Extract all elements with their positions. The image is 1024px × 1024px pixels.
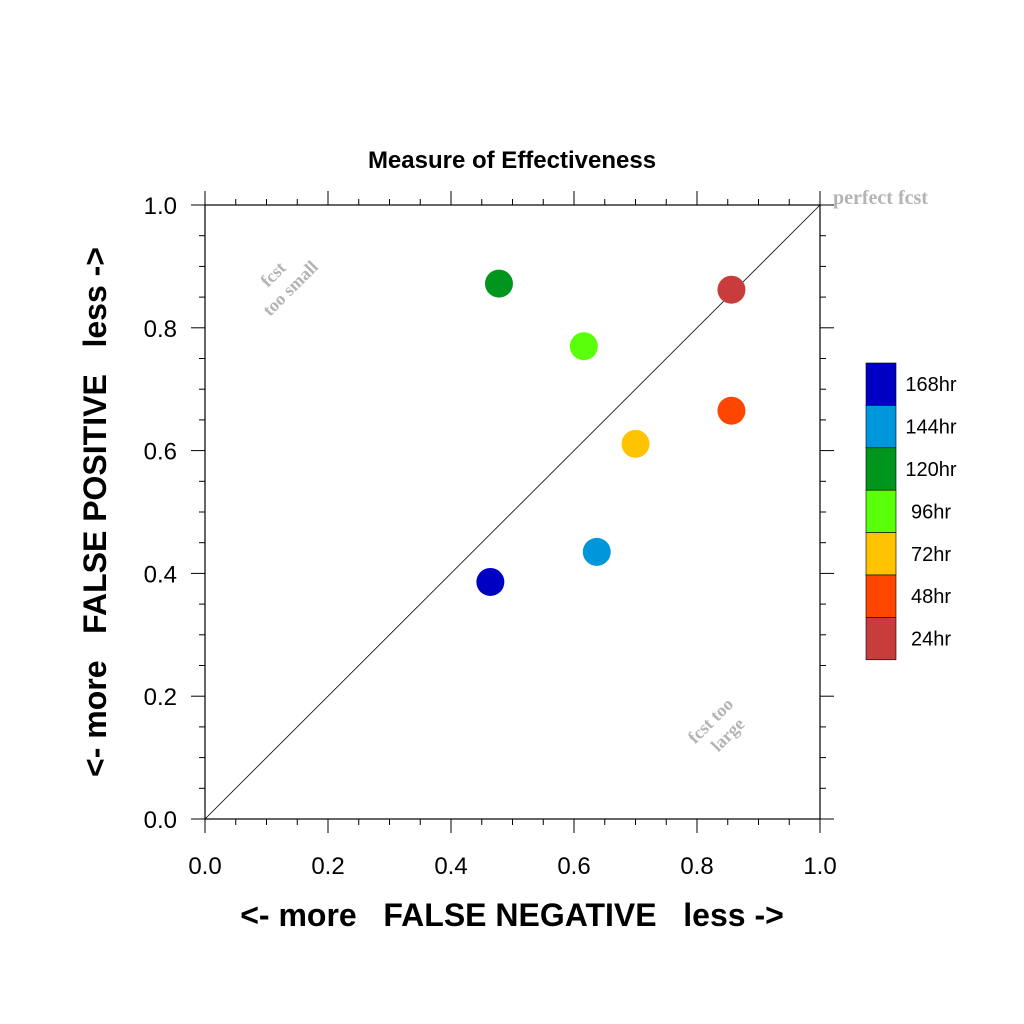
y-tick-label: 0.2 [144, 684, 177, 711]
point-48hr [717, 396, 746, 425]
legend-swatch-96hr [865, 489, 897, 533]
y-axis-label: <- more FALSE POSITIVE less -> [77, 247, 113, 777]
legend: 168hr 144hr 120hr 96hr 72hr 48hr 24hr [865, 362, 957, 661]
x-tick-label: 0.8 [680, 853, 713, 880]
chart-title: Measure of Effectiveness [368, 147, 656, 174]
x-tick-label: 0.2 [311, 853, 344, 880]
y-tick-label: 0.0 [144, 807, 177, 834]
legend-swatch-144hr [865, 405, 897, 449]
legend-label-96hr: 96hr [911, 501, 951, 523]
point-96hr [569, 332, 598, 361]
x-tick-label: 0.6 [557, 853, 590, 880]
x-tick-label: 1.0 [803, 853, 836, 880]
x-axis-label: <- more FALSE NEGATIVE less -> [240, 897, 784, 933]
legend-swatch-168hr [865, 362, 897, 406]
point-24hr [717, 275, 746, 304]
perfect-forecast-diagonal [204, 204, 821, 820]
x-tick-labels: 0.0 0.2 0.4 0.6 0.8 1.0 [188, 853, 836, 880]
legend-label-144hr: 144hr [905, 417, 956, 439]
point-144hr [582, 537, 611, 566]
legend-swatch-120hr [865, 447, 897, 491]
axis-ticks [191, 191, 834, 833]
legend-label-168hr: 168hr [905, 374, 956, 396]
fcst-too-small-annotation: fcst too small [243, 241, 322, 320]
legend-swatch-24hr [865, 617, 897, 661]
x-tick-label: 0.4 [434, 853, 467, 880]
point-168hr [476, 567, 505, 596]
y-tick-label: 0.6 [144, 439, 177, 466]
x-tick-label: 0.0 [188, 853, 221, 880]
point-120hr [484, 269, 513, 298]
perfect-forecast-annotation: perfect fcst [833, 187, 928, 209]
legend-label-48hr: 48hr [911, 586, 951, 608]
y-tick-label: 0.4 [144, 561, 177, 588]
legend-label-120hr: 120hr [905, 459, 956, 481]
y-tick-label: 1.0 [144, 193, 177, 220]
y-tick-labels: 0.0 0.2 0.4 0.6 0.8 1.0 [144, 193, 177, 834]
legend-label-24hr: 24hr [911, 629, 951, 651]
legend-label-72hr: 72hr [911, 544, 951, 566]
data-points [476, 269, 746, 596]
fcst-too-large-annotation: fcst too large [684, 691, 756, 763]
y-tick-label: 0.8 [144, 316, 177, 343]
point-72hr [621, 429, 650, 458]
legend-swatch-72hr [865, 532, 897, 576]
legend-swatch-48hr [865, 574, 897, 618]
